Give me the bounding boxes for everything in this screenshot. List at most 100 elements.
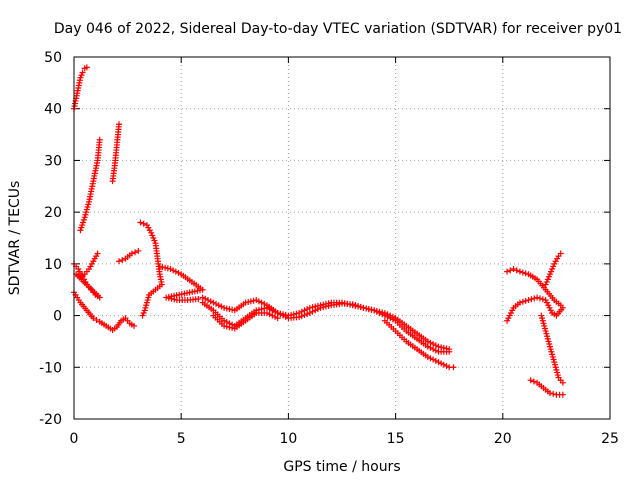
data-point	[438, 344, 445, 351]
data-point	[435, 359, 442, 366]
data-point	[513, 267, 520, 274]
data-point	[162, 264, 169, 271]
data-point	[384, 311, 391, 318]
data-point	[250, 297, 257, 304]
data-point	[349, 302, 356, 309]
y-tick-label: 10	[44, 257, 62, 273]
data-point	[306, 309, 313, 316]
data-point	[530, 378, 537, 385]
data-point	[296, 309, 303, 316]
series-track-o	[538, 312, 566, 386]
data-point	[536, 295, 543, 302]
data-point	[373, 308, 380, 315]
chart-title: Day 046 of 2022, Sidereal Day-to-day VTE…	[54, 21, 622, 37]
data-point	[163, 294, 170, 301]
data-point	[128, 250, 135, 257]
data-point	[559, 391, 566, 398]
x-tick-label: 25	[601, 431, 619, 447]
data-point	[559, 304, 566, 311]
data-point	[432, 342, 439, 349]
series-track-d	[71, 250, 103, 301]
data-point	[199, 294, 206, 301]
data-point	[277, 310, 284, 317]
y-tick-label: 0	[53, 309, 62, 325]
data-point	[424, 353, 431, 360]
data-point	[288, 311, 295, 318]
x-tick-label: 20	[494, 431, 512, 447]
data-point	[255, 298, 262, 305]
data-point	[159, 264, 166, 271]
data-point	[363, 305, 370, 312]
data-point	[116, 121, 123, 128]
data-point	[210, 299, 217, 306]
data-point	[522, 297, 529, 304]
data-point	[266, 311, 273, 318]
grid-lines	[73, 56, 611, 420]
series-track-f	[116, 247, 142, 265]
data-point	[226, 324, 233, 331]
plot-frame	[73, 56, 611, 420]
data-point	[427, 339, 434, 346]
data-point	[223, 323, 230, 330]
data-point	[435, 343, 442, 350]
data-point	[534, 294, 541, 301]
data-point	[226, 306, 233, 313]
data-point	[83, 64, 90, 71]
series-track-b	[77, 136, 103, 234]
data-point	[355, 303, 362, 310]
x-tick-label: 15	[387, 431, 405, 447]
data-point	[96, 136, 103, 143]
data-point	[432, 357, 439, 364]
data-point	[171, 296, 178, 303]
data-point	[205, 297, 211, 304]
y-tick-label: 30	[44, 153, 62, 169]
series-track-h	[156, 263, 206, 304]
data-point	[360, 304, 367, 311]
x-tick-label: 10	[279, 431, 297, 447]
x-axis-label: GPS time / hours	[283, 459, 400, 475]
data-point	[229, 306, 236, 313]
data-point	[94, 250, 101, 257]
data-point	[135, 247, 142, 254]
data-point	[131, 322, 138, 329]
data-point	[290, 311, 297, 318]
data-point	[525, 297, 532, 304]
x-tick-labels: 0 5 10 15 20 25	[70, 431, 619, 447]
series-track-g	[137, 219, 165, 319]
data-point	[170, 267, 177, 274]
data-point	[519, 269, 526, 276]
data-point	[389, 313, 396, 320]
data-point	[325, 300, 332, 307]
data-point	[202, 295, 209, 302]
data-point	[274, 315, 281, 322]
data-point	[504, 268, 511, 275]
y-tick-labels: -20 -10 0 10 20 30 40 50	[39, 50, 62, 428]
data-point	[387, 312, 394, 319]
data-point	[90, 315, 97, 322]
y-tick-label: -20	[39, 412, 62, 428]
data-point	[269, 312, 276, 319]
data-point	[357, 304, 364, 311]
series-track-l	[504, 266, 564, 309]
data-point	[440, 344, 447, 351]
x-tick-label: 5	[177, 431, 186, 447]
y-tick-label: 40	[44, 102, 62, 118]
series-track-k	[210, 309, 457, 371]
data-point	[440, 361, 447, 368]
data-point	[531, 295, 538, 302]
data-point	[172, 268, 179, 275]
data-point	[298, 308, 305, 315]
data-point	[376, 308, 383, 315]
data-point	[314, 302, 321, 309]
data-point	[221, 322, 228, 329]
data-point	[320, 301, 327, 308]
data-point	[93, 316, 100, 323]
data-point	[443, 345, 450, 352]
data-point	[116, 258, 123, 265]
data-point	[424, 343, 431, 350]
data-point	[430, 356, 437, 363]
data-point	[282, 311, 289, 318]
data-point	[221, 317, 228, 324]
data-point	[352, 302, 359, 309]
data-point	[339, 299, 345, 306]
